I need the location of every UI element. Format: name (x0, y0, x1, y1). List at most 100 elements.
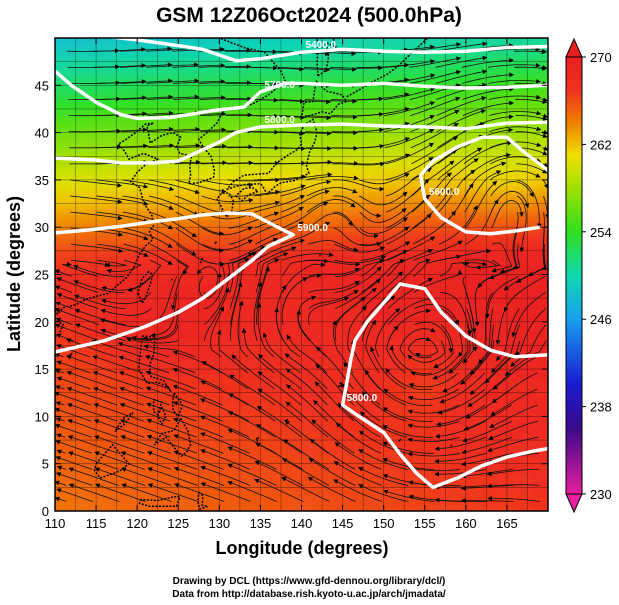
temperature-cell (71, 38, 89, 39)
streamline (361, 259, 405, 293)
coastline-segment (138, 496, 181, 508)
streamline (462, 420, 512, 443)
temperature-cell (219, 435, 237, 455)
streamline (228, 393, 276, 422)
temperature-cell (548, 511, 565, 531)
streamline (461, 259, 501, 268)
streamline (174, 179, 227, 194)
temperature-cell (515, 492, 533, 511)
streamline (490, 388, 538, 416)
streamline (56, 344, 90, 358)
y-tick-label: 5 (42, 457, 49, 472)
temperature-cell (317, 132, 336, 153)
streamline (251, 66, 305, 72)
streamline (144, 354, 196, 374)
temperature-cell (87, 302, 106, 323)
temperature-cell (268, 492, 286, 511)
streamline (333, 479, 383, 502)
streamline (364, 369, 407, 406)
streamline (131, 324, 179, 341)
temperature-cell (285, 397, 303, 418)
streamline (306, 175, 359, 181)
streamline (464, 170, 502, 213)
temperature-cell (449, 170, 467, 191)
streamline (332, 179, 385, 192)
streamline (411, 160, 455, 197)
streamline (280, 189, 330, 213)
streamline (435, 69, 488, 84)
streamline (307, 239, 359, 253)
temperature-cell (416, 340, 434, 361)
temperature-cell (416, 132, 434, 153)
coastline-segment (114, 411, 134, 433)
temperature-cell (498, 56, 516, 77)
temperature-cell (334, 321, 352, 342)
streamline (334, 255, 387, 264)
streamline (68, 467, 119, 486)
streamline (384, 128, 435, 149)
temperature-cell (416, 416, 434, 437)
streamline (357, 92, 410, 100)
streamline (257, 388, 302, 422)
streamline (145, 370, 196, 390)
colorbar: 270 262 254 246 238 230 (565, 37, 612, 514)
temperature-cell (235, 75, 253, 96)
temperature-cell (137, 38, 155, 39)
temperature-cell (465, 208, 483, 228)
temperature-cell (87, 492, 106, 511)
streamline (315, 363, 355, 406)
streamline (147, 467, 198, 486)
streamline (204, 287, 230, 341)
streamline (442, 356, 485, 393)
streamline (389, 345, 433, 375)
temperature-cell (465, 38, 483, 58)
streamline (461, 57, 514, 68)
temperature-cell (55, 38, 73, 39)
streamline (333, 461, 382, 486)
streamline (198, 64, 252, 69)
streamline (55, 323, 100, 342)
temperature-cell (71, 246, 89, 266)
temperature-cell (268, 416, 286, 437)
temperature-cell (120, 38, 138, 39)
temperature-cell (383, 38, 401, 58)
streamline (490, 190, 530, 213)
streamline (492, 356, 537, 390)
temperature-cell (433, 340, 451, 361)
temperature-cell (400, 38, 418, 58)
temperature-cell (137, 340, 155, 361)
streamline (69, 179, 123, 188)
temperature-cell (400, 302, 418, 323)
streamline (305, 114, 358, 120)
streamline (55, 369, 65, 374)
temperature-cell (87, 435, 106, 455)
temperature-cell (334, 94, 352, 115)
streamline (173, 434, 224, 454)
streamline (200, 380, 249, 406)
streamline (306, 160, 359, 166)
y-axis-ticks: 0 5 10 15 20 25 30 35 40 45 (35, 78, 548, 519)
streamline (199, 96, 253, 102)
temperature-cell (301, 246, 319, 266)
temperature-cell (548, 416, 565, 436)
temperature-cell (531, 397, 548, 418)
temperature-cell (104, 454, 122, 474)
streamline (66, 354, 117, 374)
temperature-cell (170, 378, 188, 399)
streamline (147, 143, 201, 149)
streamline (227, 480, 278, 502)
temperature-cell (219, 378, 237, 399)
streamline (121, 467, 172, 486)
temperature-cell (367, 75, 385, 96)
temperature-cell (498, 473, 516, 493)
streamline (462, 308, 474, 364)
temperature-cell (219, 359, 237, 380)
temperature-cell (548, 265, 565, 285)
temperature-cell (170, 265, 188, 285)
temperature-cell (252, 416, 270, 437)
temperature-cell (268, 151, 286, 172)
temperature-cell (285, 132, 303, 153)
streamline (414, 303, 460, 325)
streamline (56, 277, 99, 293)
temperature-cell (449, 284, 467, 304)
